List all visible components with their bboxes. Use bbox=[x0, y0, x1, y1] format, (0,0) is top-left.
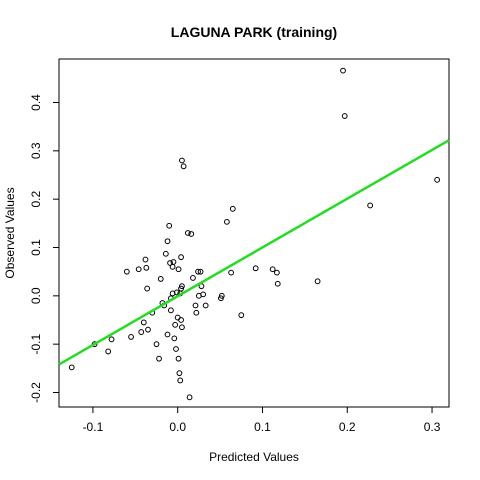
data-point bbox=[195, 268, 201, 275]
data-point bbox=[238, 312, 245, 319]
data-point bbox=[218, 292, 225, 299]
data-point bbox=[434, 176, 441, 183]
data-point bbox=[164, 238, 171, 245]
y-tick-label: 0.2 bbox=[29, 191, 43, 208]
data-point bbox=[123, 268, 130, 275]
x-tick-label: 0.1 bbox=[254, 420, 271, 434]
data-point bbox=[135, 266, 142, 273]
x-axis: -0.1 0.0 0.1 0.2 0.3 bbox=[83, 407, 441, 434]
data-point bbox=[179, 283, 185, 290]
data-point bbox=[166, 222, 173, 229]
data-point bbox=[223, 218, 230, 225]
data-point bbox=[184, 230, 191, 236]
y-axis-label: Observed Values bbox=[3, 187, 17, 278]
y-tick-label: 0.4 bbox=[29, 94, 43, 111]
x-tick-label: 0.2 bbox=[339, 420, 356, 434]
x-axis-label: Predicted Values bbox=[209, 450, 299, 464]
data-point bbox=[128, 334, 134, 340]
data-point bbox=[173, 289, 180, 296]
data-point bbox=[175, 266, 182, 273]
y-tick-label: 0.0 bbox=[29, 287, 43, 304]
data-point bbox=[105, 348, 112, 355]
data-point bbox=[186, 394, 193, 401]
data-point bbox=[108, 336, 115, 343]
data-point bbox=[156, 355, 162, 362]
fit-line-group bbox=[58, 139, 450, 366]
data-point bbox=[171, 335, 178, 342]
data-point bbox=[367, 202, 374, 209]
data-point bbox=[168, 307, 174, 314]
data-point bbox=[200, 291, 207, 298]
data-point bbox=[202, 302, 209, 309]
data-point bbox=[68, 364, 75, 371]
y-axis: -0.2 -0.1 0.0 0.1 0.2 0.3 0.4 bbox=[29, 94, 59, 403]
data-point bbox=[157, 276, 164, 282]
data-point bbox=[188, 231, 195, 237]
data-point bbox=[193, 309, 200, 316]
data-point bbox=[252, 265, 259, 272]
data-points bbox=[68, 67, 441, 401]
data-point bbox=[228, 269, 235, 276]
data-point bbox=[142, 256, 149, 263]
data-point bbox=[176, 370, 183, 377]
data-point bbox=[162, 250, 169, 257]
data-point bbox=[175, 355, 182, 362]
y-tick-label: 0.1 bbox=[29, 239, 43, 256]
y-tick-label: 0.3 bbox=[29, 142, 43, 159]
data-point bbox=[179, 157, 185, 164]
data-point bbox=[190, 275, 196, 281]
x-tick-label: 0.0 bbox=[169, 420, 186, 434]
data-point bbox=[192, 302, 199, 309]
data-point bbox=[197, 268, 204, 275]
fit-line bbox=[58, 139, 450, 366]
data-point bbox=[229, 205, 236, 212]
data-point bbox=[140, 319, 147, 326]
data-point bbox=[174, 314, 181, 321]
data-point bbox=[178, 254, 184, 261]
data-point bbox=[145, 326, 151, 333]
data-point bbox=[177, 377, 184, 384]
data-point bbox=[143, 264, 150, 271]
x-tick-label: -0.1 bbox=[83, 420, 104, 434]
data-point bbox=[180, 163, 187, 170]
data-point bbox=[178, 317, 184, 323]
data-point bbox=[172, 321, 179, 328]
y-tick-label: -0.1 bbox=[29, 334, 43, 355]
data-point bbox=[170, 259, 177, 265]
data-point bbox=[138, 329, 145, 335]
data-point bbox=[314, 278, 321, 285]
data-point bbox=[144, 285, 151, 292]
data-point bbox=[153, 341, 160, 348]
y-tick-label: -0.2 bbox=[29, 382, 43, 403]
data-point bbox=[179, 324, 185, 331]
x-tick-label: 0.3 bbox=[424, 420, 441, 434]
data-point bbox=[274, 280, 281, 287]
data-point bbox=[340, 67, 346, 74]
data-point bbox=[269, 266, 276, 273]
data-point bbox=[273, 269, 280, 276]
data-point bbox=[341, 113, 348, 119]
data-point bbox=[169, 263, 176, 270]
chart-title: LAGUNA PARK (training) bbox=[171, 24, 337, 40]
data-point bbox=[167, 260, 173, 266]
plot-frame bbox=[58, 58, 450, 408]
data-point bbox=[173, 346, 179, 352]
data-point bbox=[164, 331, 171, 338]
